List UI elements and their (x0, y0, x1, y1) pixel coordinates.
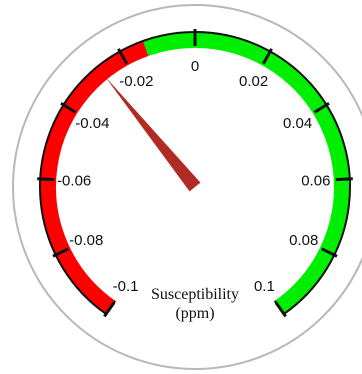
gauge-tick (262, 48, 273, 65)
gauge-needle (104, 76, 201, 192)
gauge-tick-label: 0.1 (254, 278, 275, 295)
gauge-band-0 (40, 40, 149, 314)
gauge-tick (52, 247, 69, 258)
gauge-tick-label: -0.04 (75, 115, 109, 132)
gauge-needle-group (104, 76, 201, 192)
gauge-tick-label: 0 (191, 58, 199, 75)
gauge-tick-label: -0.06 (57, 173, 91, 190)
gauge-title: Susceptibility (151, 286, 239, 303)
gauge-tick (37, 177, 55, 182)
gauge-ticks (37, 29, 353, 318)
gauge-tick-labels: -0.1 -0.08 -0.06 -0.04 -0.02 0 0.02 0.04 0.06 0.0… (57, 58, 330, 295)
gauge-tick-label: -0.1 (113, 278, 139, 295)
gauge-tick-label: 0.08 (289, 232, 318, 249)
gauge-tick (335, 177, 353, 182)
gauge-tick (321, 247, 338, 258)
gauge-tick (313, 102, 330, 114)
gauge-tick-label: 0.06 (301, 173, 330, 190)
gauge-tick-label: 0.04 (283, 115, 312, 132)
gauge-tick-label: -0.02 (119, 73, 153, 90)
gauge-units: (ppm) (175, 305, 214, 322)
gauge-tick-label: -0.08 (69, 232, 103, 249)
gauge-band-1 (143, 32, 350, 314)
gauge-tick-label: 0.02 (239, 73, 268, 90)
gauge-tick (103, 301, 116, 318)
gauge-tick (60, 102, 77, 114)
gauge-tick (117, 48, 128, 65)
gauge-tick (274, 301, 287, 318)
